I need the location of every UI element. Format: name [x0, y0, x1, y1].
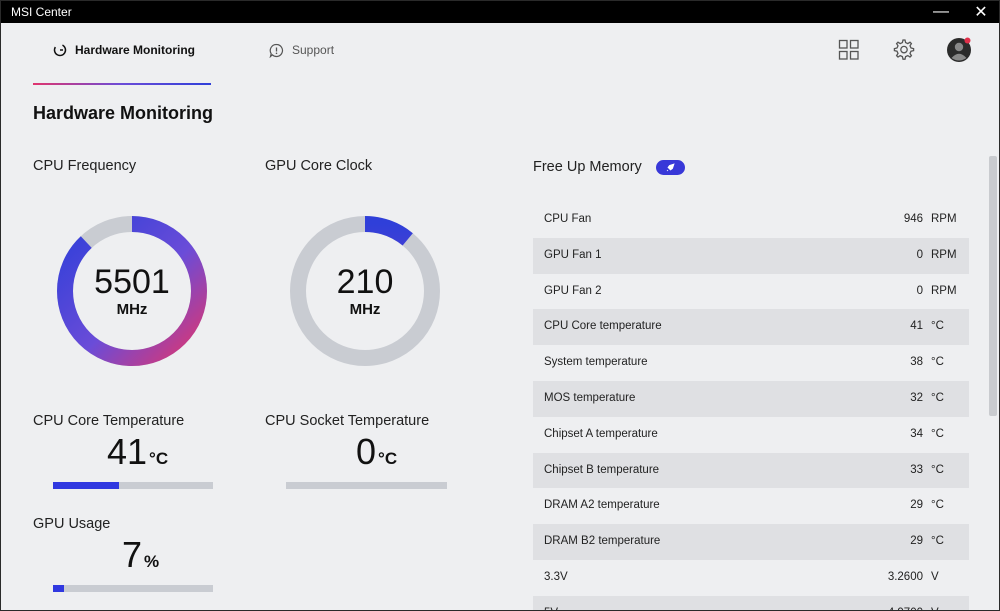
- sensor-unit: °C: [931, 535, 944, 548]
- gpu-usage-unit: %: [144, 552, 160, 571]
- sensor-value: 4.9700: [888, 607, 923, 610]
- gauge-arc: [290, 216, 440, 366]
- cpu-frequency-unit: MHz: [116, 301, 148, 318]
- free-memory-section: Free Up Memory: [533, 159, 685, 175]
- cpu-core-temp-bar: [53, 482, 213, 489]
- sensor-label: Chipset A temperature: [544, 427, 658, 440]
- sensor-label: 5V: [544, 607, 558, 610]
- table-row: CPU Core temperature 41 °C: [533, 309, 969, 346]
- close-button[interactable]: ✕: [974, 4, 988, 21]
- cpu-core-temp-unit: °C: [149, 449, 169, 468]
- gauge-arc: [57, 216, 207, 366]
- cpu-socket-temp-value: 0: [356, 431, 377, 472]
- sensor-label: DRAM B2 temperature: [544, 535, 661, 548]
- cpu-socket-temp-bar: [286, 482, 447, 489]
- gear-icon[interactable]: [891, 37, 917, 63]
- sensor-unit: °C: [931, 356, 944, 369]
- sensor-table: CPU Fan 946 RPM GPU Fan 1 0 RPM GPU Fan 2 0 RPM C…: [533, 202, 969, 610]
- tab-label: Support: [292, 43, 335, 57]
- sensor-unit: °C: [931, 463, 944, 476]
- sensor-value: 946: [903, 213, 923, 225]
- cpu-frequency-label: CPU Frequency: [33, 158, 137, 174]
- gpu-core-clock-gauge: 210 MHz: [289, 215, 441, 367]
- sensor-value: 33: [910, 463, 923, 476]
- sensor-label: 3.3V: [544, 570, 568, 583]
- gpu-usage-readout: 7 %: [122, 534, 159, 576]
- sensor-label: CPU Fan: [544, 213, 592, 225]
- title-bar: MSI Center — ✕: [1, 1, 999, 23]
- table-row: System temperature 38 °C: [533, 345, 969, 381]
- sensor-value: 29: [910, 499, 923, 512]
- table-row: Chipset B temperature 33 °C: [533, 452, 969, 489]
- sensor-label: DRAM A2 temperature: [544, 499, 660, 512]
- sensor-value: 38: [910, 356, 923, 369]
- sensor-value: 0: [916, 284, 923, 297]
- bar-fill: [53, 585, 65, 592]
- sensor-value: 34: [910, 427, 923, 440]
- sensor-unit: °C: [931, 427, 944, 440]
- tab-support[interactable]: Support: [269, 35, 334, 65]
- sensor-value: 0: [916, 248, 923, 261]
- sensor-unit: °C: [931, 391, 944, 404]
- alert-icon: [269, 43, 284, 58]
- table-row: GPU Fan 2 0 RPM: [533, 274, 969, 310]
- cpu-frequency-gauge: 5501 MHz: [56, 215, 208, 367]
- rocket-icon: [666, 162, 675, 171]
- sensor-unit: RPM: [931, 284, 957, 297]
- cpu-socket-temp-readout: 0 °C: [356, 431, 397, 473]
- sensor-value: 29: [910, 535, 923, 548]
- table-row: Chipset A temperature 34 °C: [533, 417, 969, 453]
- sensor-unit: °C: [931, 320, 944, 333]
- gpu-core-clock-unit: MHz: [349, 301, 381, 318]
- sensor-unit: V: [931, 607, 939, 610]
- gauge-icon: [53, 43, 67, 57]
- top-nav: Hardware Monitoring Support: [1, 23, 999, 85]
- sensor-value: 32: [910, 391, 923, 404]
- avatar[interactable]: [946, 37, 972, 63]
- bar-fill: [53, 482, 119, 489]
- free-memory-button[interactable]: [655, 159, 685, 175]
- sensor-label: MOS temperature: [544, 391, 636, 404]
- tab-label: Hardware Monitoring: [75, 43, 196, 57]
- sensor-value: 3.2600: [887, 570, 923, 583]
- cpu-core-temp-readout: 41 °C: [107, 431, 168, 473]
- sensor-unit: V: [931, 570, 939, 583]
- table-row: CPU Fan 946 RPM: [533, 202, 969, 238]
- cpu-socket-temp-label: CPU Socket Temperature: [265, 413, 430, 429]
- apps-grid-icon[interactable]: [836, 37, 862, 63]
- sensor-label: GPU Fan 2: [544, 284, 602, 297]
- table-row: 3.3V 3.2600 V: [533, 560, 969, 596]
- gpu-core-clock-label: GPU Core Clock: [265, 158, 373, 174]
- sensor-unit: RPM: [931, 248, 957, 261]
- cpu-core-temp-label: CPU Core Temperature: [33, 413, 185, 429]
- gpu-usage-label: GPU Usage: [33, 516, 111, 532]
- sensor-label: CPU Core temperature: [544, 320, 662, 333]
- table-row: DRAM A2 temperature 29 °C: [533, 488, 969, 524]
- sensor-label: GPU Fan 1: [544, 248, 602, 261]
- cpu-core-temp-value: 41: [107, 431, 148, 472]
- gpu-usage-bar: [53, 585, 213, 592]
- active-tab-indicator: [33, 83, 211, 85]
- table-row: MOS temperature 32 °C: [533, 380, 969, 417]
- sensor-label: System temperature: [544, 356, 648, 369]
- gpu-core-clock-value: 210: [336, 263, 394, 301]
- cpu-frequency-value: 5501: [94, 263, 170, 301]
- page-title: Hardware Monitoring: [33, 103, 214, 123]
- table-row: 5V 4.9700 V: [533, 595, 969, 610]
- sensor-label: Chipset B temperature: [544, 463, 660, 476]
- free-memory-label: Free Up Memory: [533, 159, 642, 175]
- cpu-socket-temp-unit: °C: [378, 449, 398, 468]
- sensor-unit: °C: [931, 499, 944, 512]
- sensor-value: 41: [910, 320, 923, 333]
- gpu-usage-value: 7: [122, 534, 143, 575]
- window-title: MSI Center: [11, 5, 72, 19]
- minimize-button[interactable]: —: [933, 3, 949, 20]
- table-row: GPU Fan 1 0 RPM: [533, 237, 969, 274]
- table-row: DRAM B2 temperature 29 °C: [533, 524, 969, 560]
- sensor-unit: RPM: [931, 213, 957, 225]
- scrollbar[interactable]: [989, 156, 997, 416]
- tab-hardware-monitoring[interactable]: Hardware Monitoring: [53, 35, 195, 65]
